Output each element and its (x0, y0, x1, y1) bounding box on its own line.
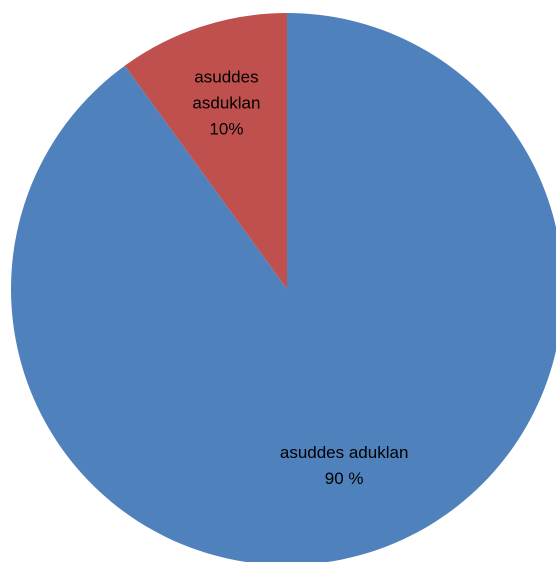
pie-slice-label-line: asuddes (194, 68, 258, 87)
pie-slices (11, 13, 556, 562)
pie-labels: asuddes asduklan 10% asuddes aduklan 90 % (192, 68, 408, 488)
pie-slice-label-line: 90 % (325, 469, 364, 488)
pie-slice-label-1: asuddes aduklan 90 % (280, 443, 409, 488)
pie-slice-label-0: asuddes asduklan 10% (192, 68, 260, 139)
pie-slice-1 (11, 13, 556, 562)
pie-slice-label-line: asuddes aduklan (280, 443, 409, 462)
pie-slice-0 (124, 13, 287, 289)
pie-slice-label-line: 10% (209, 120, 243, 139)
pie-slice-label-line: asduklan (192, 94, 260, 113)
